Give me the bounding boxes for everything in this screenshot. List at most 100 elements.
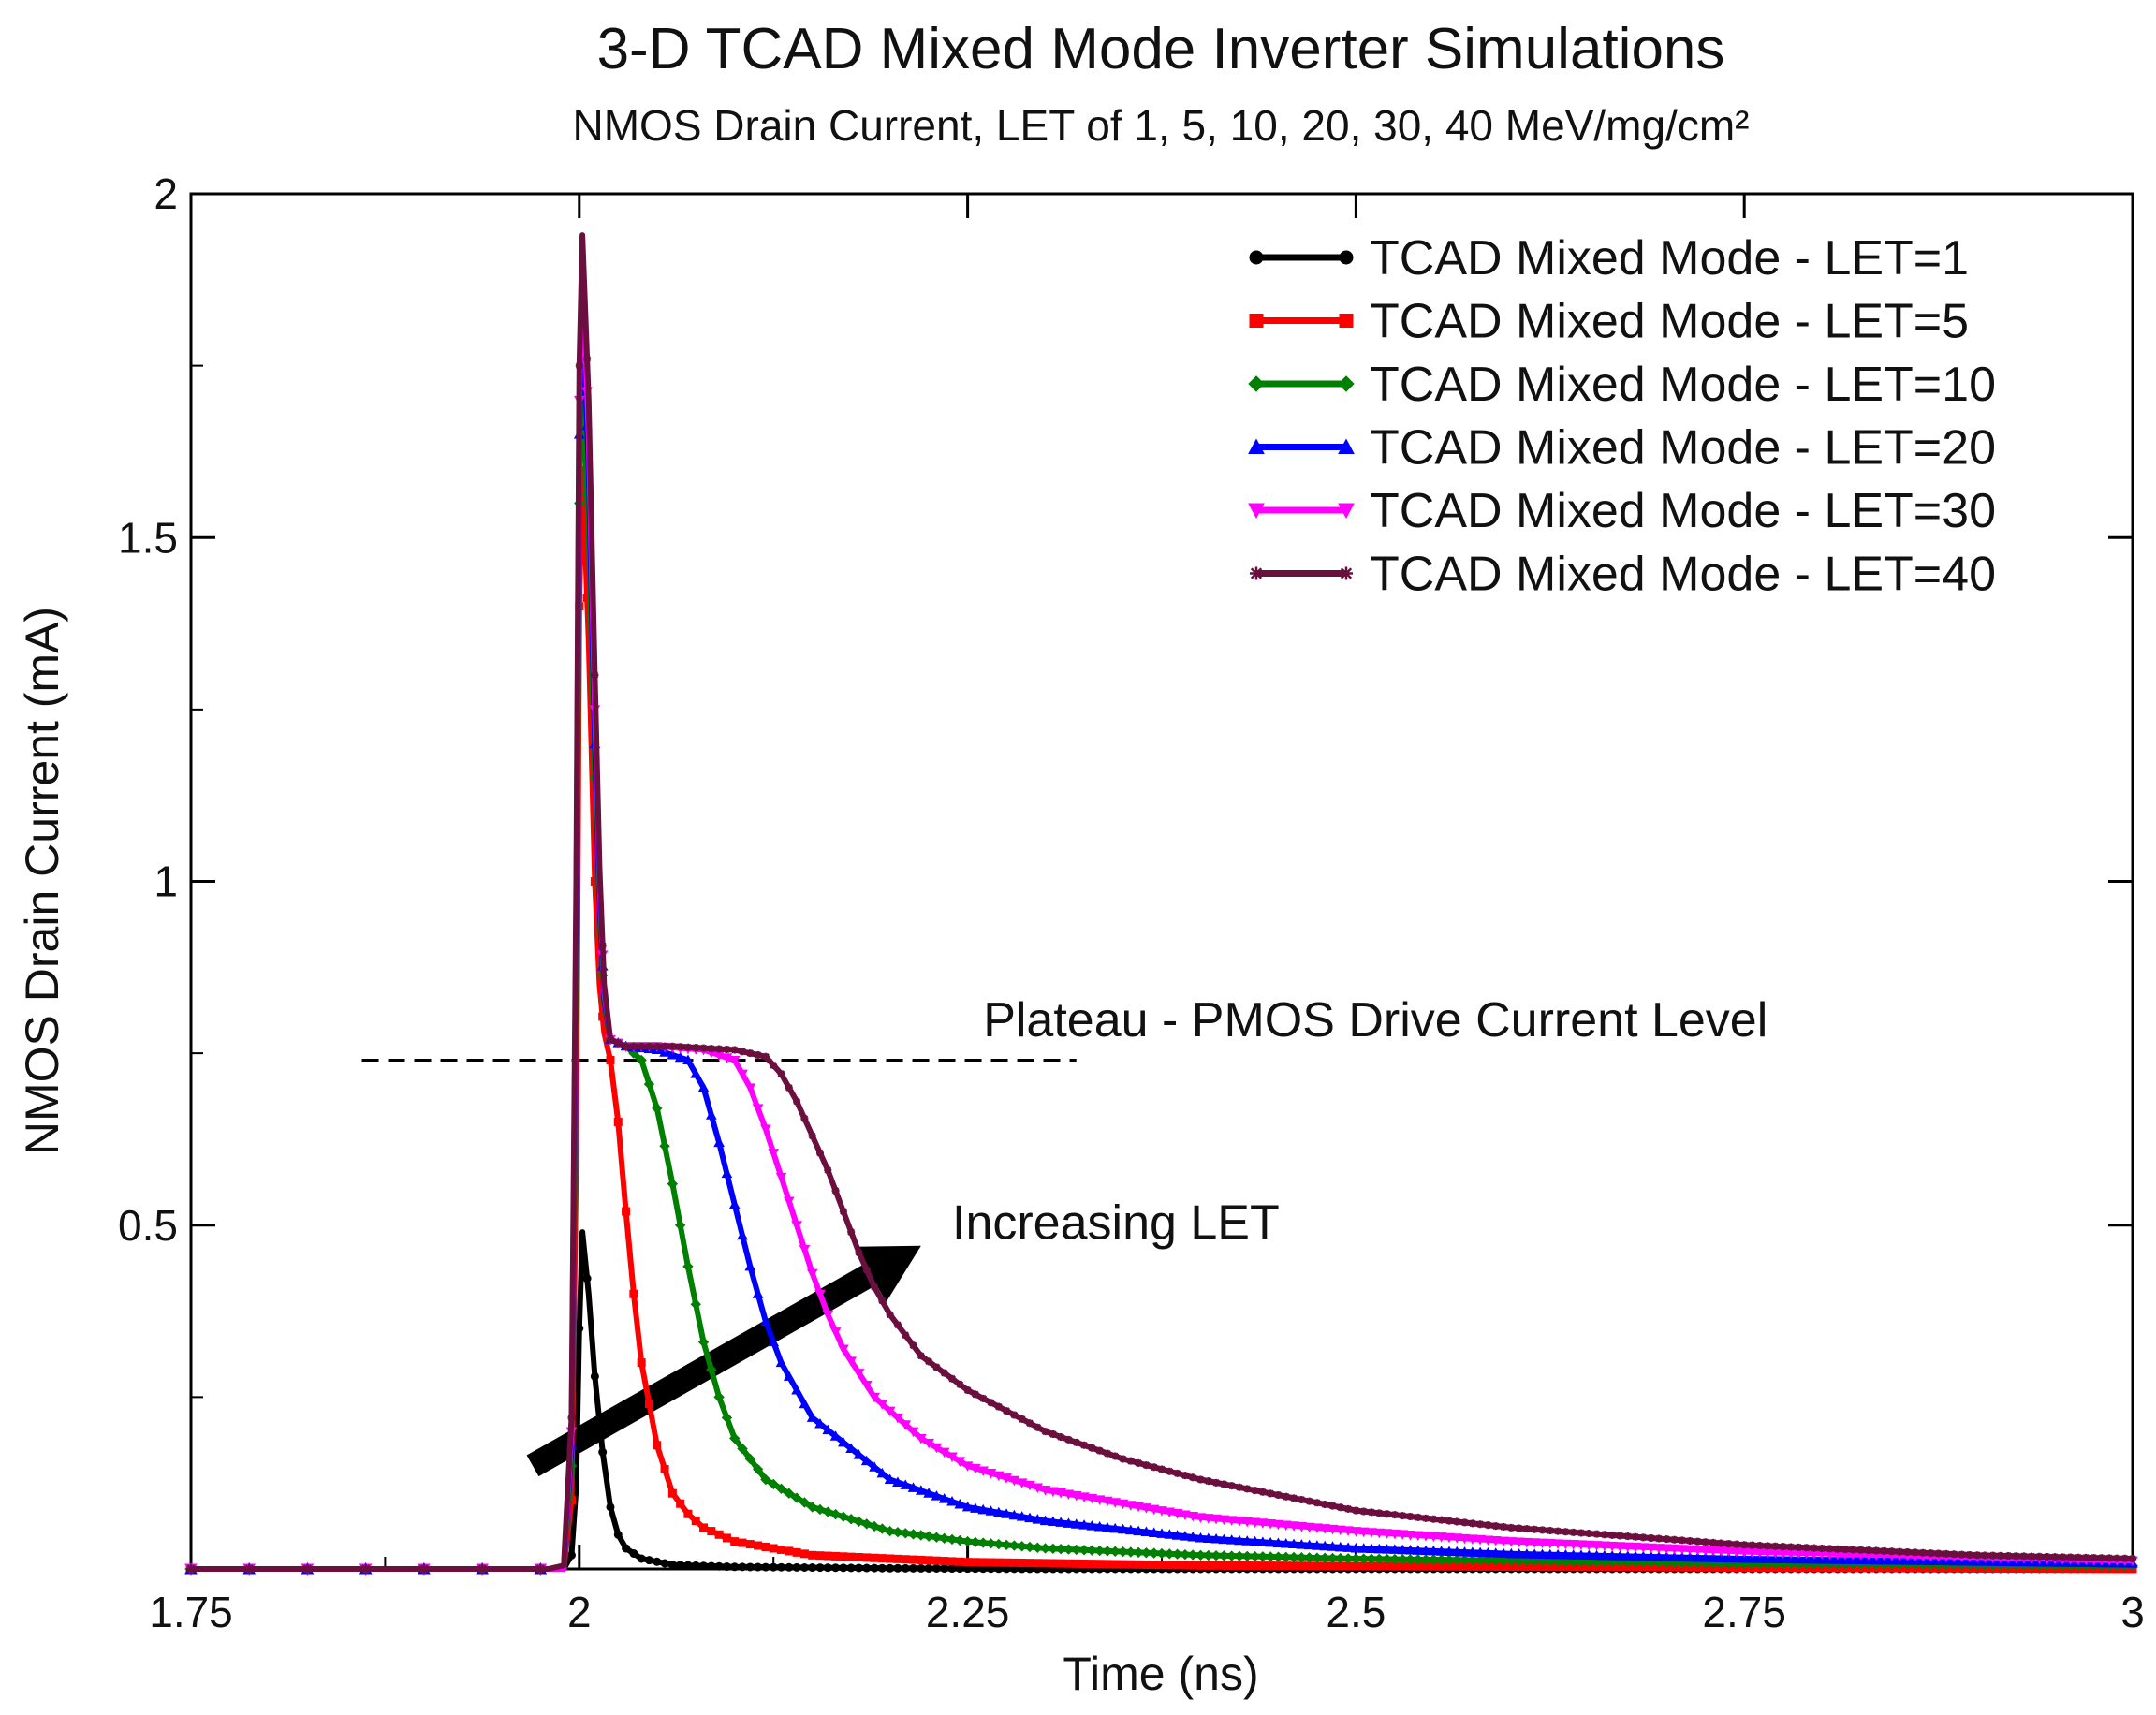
data-point (955, 1564, 964, 1574)
data-point (963, 1558, 973, 1567)
data-point (613, 1530, 623, 1539)
data-point (954, 1498, 966, 1509)
data-point (1048, 1516, 1059, 1527)
data-point (1150, 1463, 1158, 1472)
data-point (770, 1061, 778, 1069)
data-point (1841, 1546, 1850, 1554)
y-tick-label: 2 (154, 169, 178, 218)
data-point (1164, 1507, 1176, 1518)
data-point (1809, 1553, 1820, 1564)
data-point (1195, 1513, 1207, 1523)
data-point (676, 1561, 685, 1570)
data-point (1024, 1480, 1035, 1491)
data-point (1352, 1506, 1360, 1515)
data-point (1319, 1552, 1330, 1563)
data-point (637, 1358, 646, 1368)
data-point (1422, 1514, 1430, 1522)
data-point (2051, 1553, 2060, 1561)
data-point (1466, 1534, 1478, 1545)
data-point (1466, 1546, 1478, 1557)
data-point (1303, 1539, 1315, 1550)
data-point (1872, 1546, 1881, 1555)
data-point (931, 1490, 943, 1501)
data-point (1630, 1550, 1641, 1561)
data-point (1010, 1411, 1019, 1419)
data-point (1708, 1552, 1719, 1562)
data-point (1490, 1555, 1502, 1566)
data-point (1903, 1548, 1912, 1556)
data-point (1724, 1540, 1733, 1548)
data-point (1267, 1489, 1275, 1498)
data-point (1621, 1550, 1634, 1561)
data-point (729, 1432, 741, 1444)
data-point (877, 1554, 887, 1563)
data-point (1251, 1487, 1259, 1495)
data-point (652, 1103, 663, 1114)
y-tick-label: 1.5 (118, 513, 178, 562)
data-point (1196, 1475, 1205, 1484)
data-point (1350, 1553, 1362, 1564)
data-point (1008, 1509, 1020, 1520)
data-point (1608, 1531, 1617, 1539)
data-point (839, 1208, 847, 1216)
data-point (1507, 1523, 1516, 1532)
data-point (1093, 1520, 1106, 1532)
data-point (1583, 1540, 1595, 1551)
data-point (1258, 1561, 1268, 1571)
data-point (792, 1547, 801, 1557)
data-point (1576, 1549, 1587, 1560)
data-point (1126, 1457, 1135, 1465)
data-point (1095, 1560, 1105, 1569)
data-point (823, 1551, 832, 1561)
data-point (535, 1564, 546, 1574)
data-point (1357, 1527, 1370, 1538)
data-point (707, 1527, 716, 1536)
data-point (1086, 1545, 1098, 1556)
data-point (1670, 1535, 1679, 1544)
data-point (1056, 1559, 1065, 1568)
data-point (760, 1473, 771, 1486)
data-point (1335, 1552, 1346, 1564)
data-point (1218, 1515, 1230, 1526)
data-point (1521, 1555, 1533, 1566)
data-point (1676, 1551, 1688, 1562)
data-point (907, 1529, 919, 1540)
data-point (1366, 1553, 1377, 1564)
data-point (768, 1336, 780, 1347)
data-point (1248, 375, 1265, 392)
data-point (862, 1553, 872, 1562)
data-point (1001, 1473, 1012, 1484)
data-point (1148, 1547, 1160, 1559)
data-point (815, 1551, 825, 1561)
data-point (582, 1274, 592, 1283)
x-tick-label: 2.25 (926, 1588, 1010, 1636)
data-point (806, 1502, 818, 1513)
data-point (722, 1533, 731, 1543)
data-point (901, 1563, 910, 1573)
data-point (1342, 1542, 1354, 1552)
data-point (714, 1561, 724, 1571)
data-point (1072, 1438, 1080, 1446)
data-point (1256, 1518, 1269, 1529)
data-point (1288, 1521, 1299, 1532)
data-point (1973, 1551, 1982, 1560)
data-point (1218, 1550, 1230, 1561)
data-point (1381, 1529, 1393, 1539)
data-point (1103, 1560, 1112, 1569)
data-point (1684, 1545, 1695, 1556)
data-point (1002, 1558, 1011, 1567)
data-point (667, 1488, 677, 1498)
data-point (1033, 1559, 1042, 1568)
data-point (2035, 1552, 2044, 1561)
data-point (822, 1310, 834, 1321)
data-point (791, 1221, 802, 1231)
data-point (987, 1399, 995, 1407)
data-point (590, 1371, 599, 1381)
data-point (1181, 1561, 1190, 1570)
data-point (1367, 1508, 1375, 1517)
data-point (738, 1538, 747, 1547)
data-point (776, 1545, 785, 1554)
data-point (1258, 1488, 1267, 1496)
legend-label: TCAD Mixed Mode - LET=30 (1370, 484, 1996, 538)
data-point (1165, 1561, 1174, 1570)
